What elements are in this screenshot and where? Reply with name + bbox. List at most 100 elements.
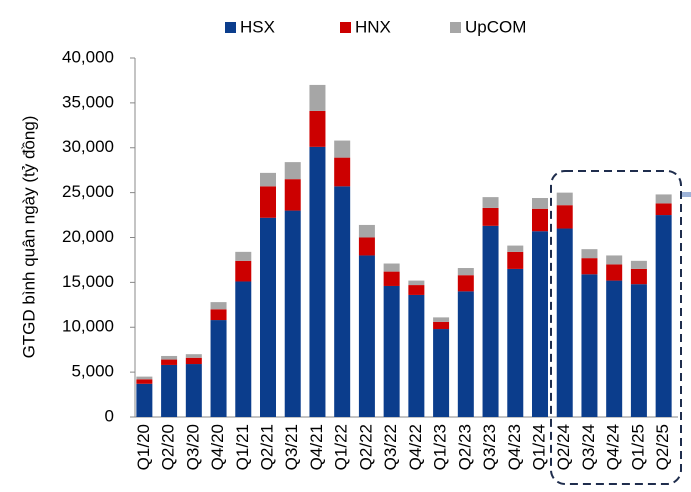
bar-segment — [606, 255, 623, 265]
bar-segment — [630, 268, 647, 285]
x-tick-label: Q1/23 — [431, 424, 450, 470]
bar-segment — [260, 186, 276, 218]
legend-swatch — [340, 22, 351, 33]
y-tick-label: 10,000 — [62, 317, 114, 336]
bar-segment — [383, 263, 400, 272]
bar-segment — [581, 274, 598, 417]
bar-segment — [284, 162, 301, 180]
bar-segment — [284, 210, 301, 417]
bar-segment — [358, 224, 375, 238]
bar-segment — [556, 205, 573, 229]
bar-segment — [482, 225, 499, 417]
y-tick-label: 15,000 — [62, 272, 114, 291]
bar-segment — [284, 179, 301, 211]
marker — [682, 192, 691, 197]
bar-segment — [433, 329, 450, 417]
x-tick-label: Q2/21 — [257, 424, 276, 470]
bar-segment — [309, 84, 326, 111]
bar-segment — [210, 302, 227, 310]
legend-label: HNX — [355, 17, 391, 36]
bar-segment — [136, 376, 153, 380]
bar-segment — [655, 194, 672, 204]
bar-segment — [235, 260, 252, 282]
bar-segment — [532, 231, 548, 417]
bar-segment — [383, 285, 400, 417]
x-tick-label: Q3/20 — [183, 424, 202, 470]
x-tick-label: Q4/24 — [604, 424, 623, 470]
bar-segment — [161, 355, 178, 360]
x-tick-label: Q2/25 — [653, 424, 672, 470]
bar-segment — [235, 281, 252, 417]
x-tick-label: Q3/21 — [282, 424, 301, 470]
x-tick-label: Q1/24 — [529, 424, 548, 470]
legend-swatch — [450, 22, 461, 33]
x-tick-label: Q3/23 — [480, 424, 499, 470]
bar-segment — [260, 217, 276, 417]
legend-label: HSX — [240, 17, 275, 36]
y-tick-label: 40,000 — [62, 47, 114, 66]
bar-segment — [334, 186, 351, 417]
bar-segment — [507, 245, 524, 252]
bar-segment — [309, 146, 326, 418]
bar-segment — [581, 258, 598, 275]
bar-segment — [383, 271, 400, 286]
bar-segment — [185, 357, 202, 365]
bar-segment — [507, 268, 524, 417]
bar-segment — [334, 140, 351, 158]
y-tick-label: 35,000 — [62, 92, 114, 111]
x-tick-label: Q2/22 — [356, 424, 375, 470]
bar-segment — [260, 172, 276, 187]
bar-segment — [408, 294, 425, 417]
bar-segment — [334, 157, 351, 187]
bar-segment — [185, 354, 202, 358]
bar-segment — [185, 364, 202, 417]
y-tick-label: 25,000 — [62, 182, 114, 201]
bar-segment — [507, 251, 524, 269]
bar-segment — [457, 291, 474, 417]
bar-segment — [457, 268, 474, 276]
bar-segment — [161, 364, 178, 417]
bar-segment — [532, 198, 548, 209]
x-tick-label: Q2/23 — [455, 424, 474, 470]
x-tick-label: Q3/22 — [381, 424, 400, 470]
bar-segment — [358, 255, 375, 417]
bar-segment — [581, 249, 598, 259]
legend-swatch — [225, 22, 236, 33]
y-axis-label: GTGD bình quân ngày (tỷ đồng) — [19, 116, 38, 359]
bar-segment — [433, 321, 450, 330]
bar-segment — [630, 260, 647, 269]
bar-segment — [556, 228, 573, 417]
y-tick-label: 20,000 — [62, 227, 114, 246]
bar-segment — [408, 280, 425, 286]
bar-segment — [210, 320, 227, 417]
y-tick-label: 30,000 — [62, 137, 114, 156]
x-tick-label: Q3/24 — [579, 424, 598, 470]
bar-segment — [136, 383, 153, 417]
x-tick-label: Q1/21 — [233, 424, 252, 470]
bar-segment — [235, 251, 252, 261]
bar-segment — [358, 237, 375, 256]
x-tick-label: Q2/24 — [554, 424, 573, 470]
x-tick-label: Q4/20 — [208, 424, 227, 470]
bar-segment — [161, 359, 178, 365]
x-tick-label: Q1/20 — [134, 424, 153, 470]
bar-segment — [630, 284, 647, 417]
bar-segment — [433, 317, 450, 322]
bar-segment — [655, 203, 672, 216]
bar-segment — [606, 264, 623, 281]
x-tick-label: Q4/23 — [505, 424, 524, 470]
bar-segment — [532, 208, 548, 232]
bar-segment — [136, 379, 153, 384]
y-tick-label: 0 — [105, 406, 114, 425]
bar-segment — [210, 309, 227, 321]
legend-label: UpCOM — [465, 17, 526, 36]
bar-segment — [606, 280, 623, 417]
x-tick-label: Q2/20 — [159, 424, 178, 470]
bar-segment — [309, 110, 326, 147]
highlight-box — [550, 170, 682, 485]
x-tick-label: Q1/25 — [628, 424, 647, 470]
x-tick-label: Q1/22 — [332, 424, 351, 470]
y-tick-label: 5,000 — [71, 362, 114, 381]
x-tick-label: Q4/21 — [307, 424, 326, 470]
